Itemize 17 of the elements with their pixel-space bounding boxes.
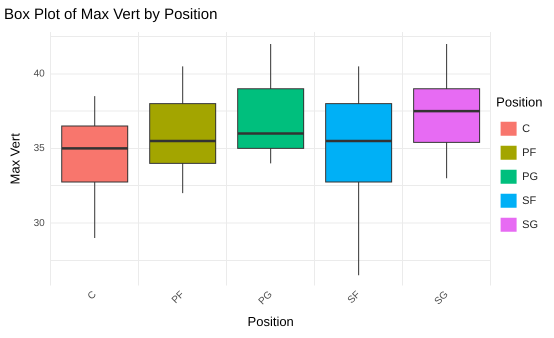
- y-tick-label: 40: [34, 68, 46, 80]
- legend-label: PG: [522, 170, 538, 183]
- legend-label: SF: [522, 194, 536, 207]
- x-tick-label: SG: [432, 289, 451, 308]
- legend-label: SG: [522, 218, 538, 231]
- x-tick-label: PG: [256, 289, 275, 308]
- x-axis-title: Position: [248, 314, 294, 329]
- legend-title: Position: [496, 94, 542, 110]
- y-axis-title: Max Vert: [7, 132, 22, 184]
- y-tick-label: 35: [34, 143, 46, 154]
- chart-title: Box Plot of Max Vert by Position: [4, 6, 218, 24]
- x-tick-label: PF: [170, 289, 187, 306]
- legend-label: PF: [522, 146, 536, 159]
- x-tick-label: SF: [346, 289, 363, 306]
- x-tick-label: C: [86, 289, 99, 302]
- legend-label: C: [522, 122, 530, 135]
- y-tick-label: 30: [34, 218, 46, 229]
